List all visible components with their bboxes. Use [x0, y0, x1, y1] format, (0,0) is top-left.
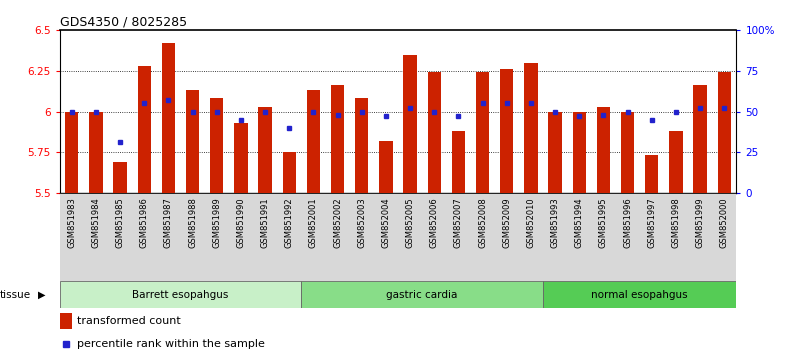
- Bar: [65, 112, 79, 193]
- Text: GSM851999: GSM851999: [696, 198, 704, 248]
- Bar: [476, 73, 490, 193]
- Text: GSM852002: GSM852002: [333, 198, 342, 248]
- Text: Barrett esopahgus: Barrett esopahgus: [132, 290, 228, 300]
- Text: GSM851996: GSM851996: [623, 198, 632, 248]
- Text: GSM851988: GSM851988: [188, 198, 197, 248]
- Text: percentile rank within the sample: percentile rank within the sample: [76, 339, 264, 349]
- Text: GSM851984: GSM851984: [92, 198, 100, 248]
- Bar: [500, 69, 513, 193]
- Bar: [89, 112, 103, 193]
- Bar: [331, 85, 344, 193]
- Text: GSM851998: GSM851998: [671, 198, 681, 248]
- Text: GDS4350 / 8025285: GDS4350 / 8025285: [60, 15, 187, 28]
- Bar: [645, 155, 658, 193]
- Bar: [717, 73, 731, 193]
- Bar: [548, 112, 562, 193]
- Text: GSM852000: GSM852000: [720, 198, 728, 248]
- Bar: [452, 131, 465, 193]
- Text: ▶: ▶: [38, 290, 45, 300]
- Text: GSM852008: GSM852008: [478, 198, 487, 248]
- Text: normal esopahgus: normal esopahgus: [591, 290, 688, 300]
- Text: GSM852006: GSM852006: [430, 198, 439, 248]
- Text: GSM851997: GSM851997: [647, 198, 656, 248]
- Text: GSM852001: GSM852001: [309, 198, 318, 248]
- Bar: [302, 281, 543, 308]
- Text: GSM851985: GSM851985: [115, 198, 125, 248]
- Text: GSM851991: GSM851991: [260, 198, 270, 248]
- Bar: [210, 98, 224, 193]
- Text: GSM852003: GSM852003: [357, 198, 366, 248]
- Bar: [186, 90, 199, 193]
- Bar: [543, 281, 736, 308]
- Text: GSM851987: GSM851987: [164, 198, 173, 248]
- Bar: [597, 107, 610, 193]
- Text: GSM851994: GSM851994: [575, 198, 583, 248]
- Text: GSM851983: GSM851983: [68, 198, 76, 248]
- Text: GSM851989: GSM851989: [213, 198, 221, 248]
- Bar: [693, 85, 707, 193]
- Bar: [60, 313, 72, 329]
- Bar: [306, 90, 320, 193]
- Text: transformed count: transformed count: [76, 316, 181, 326]
- Text: GSM851986: GSM851986: [140, 198, 149, 248]
- Bar: [427, 73, 441, 193]
- Bar: [138, 66, 151, 193]
- Text: GSM851990: GSM851990: [236, 198, 245, 248]
- Bar: [404, 55, 417, 193]
- Bar: [162, 43, 175, 193]
- Text: GSM851993: GSM851993: [551, 198, 560, 248]
- Text: GSM852009: GSM852009: [502, 198, 511, 248]
- Bar: [621, 112, 634, 193]
- Bar: [259, 107, 271, 193]
- Text: GSM851992: GSM851992: [285, 198, 294, 248]
- Bar: [379, 141, 392, 193]
- Bar: [669, 131, 682, 193]
- Text: tissue: tissue: [0, 290, 31, 300]
- Text: GSM852007: GSM852007: [454, 198, 463, 248]
- Text: GSM851995: GSM851995: [599, 198, 608, 248]
- Bar: [572, 112, 586, 193]
- Text: GSM852005: GSM852005: [406, 198, 415, 248]
- Bar: [525, 63, 537, 193]
- Text: GSM852004: GSM852004: [381, 198, 390, 248]
- Text: GSM852010: GSM852010: [526, 198, 536, 248]
- Bar: [355, 98, 369, 193]
- Bar: [234, 123, 248, 193]
- Text: gastric cardia: gastric cardia: [387, 290, 458, 300]
- Bar: [283, 152, 296, 193]
- Bar: [60, 281, 302, 308]
- Bar: [114, 162, 127, 193]
